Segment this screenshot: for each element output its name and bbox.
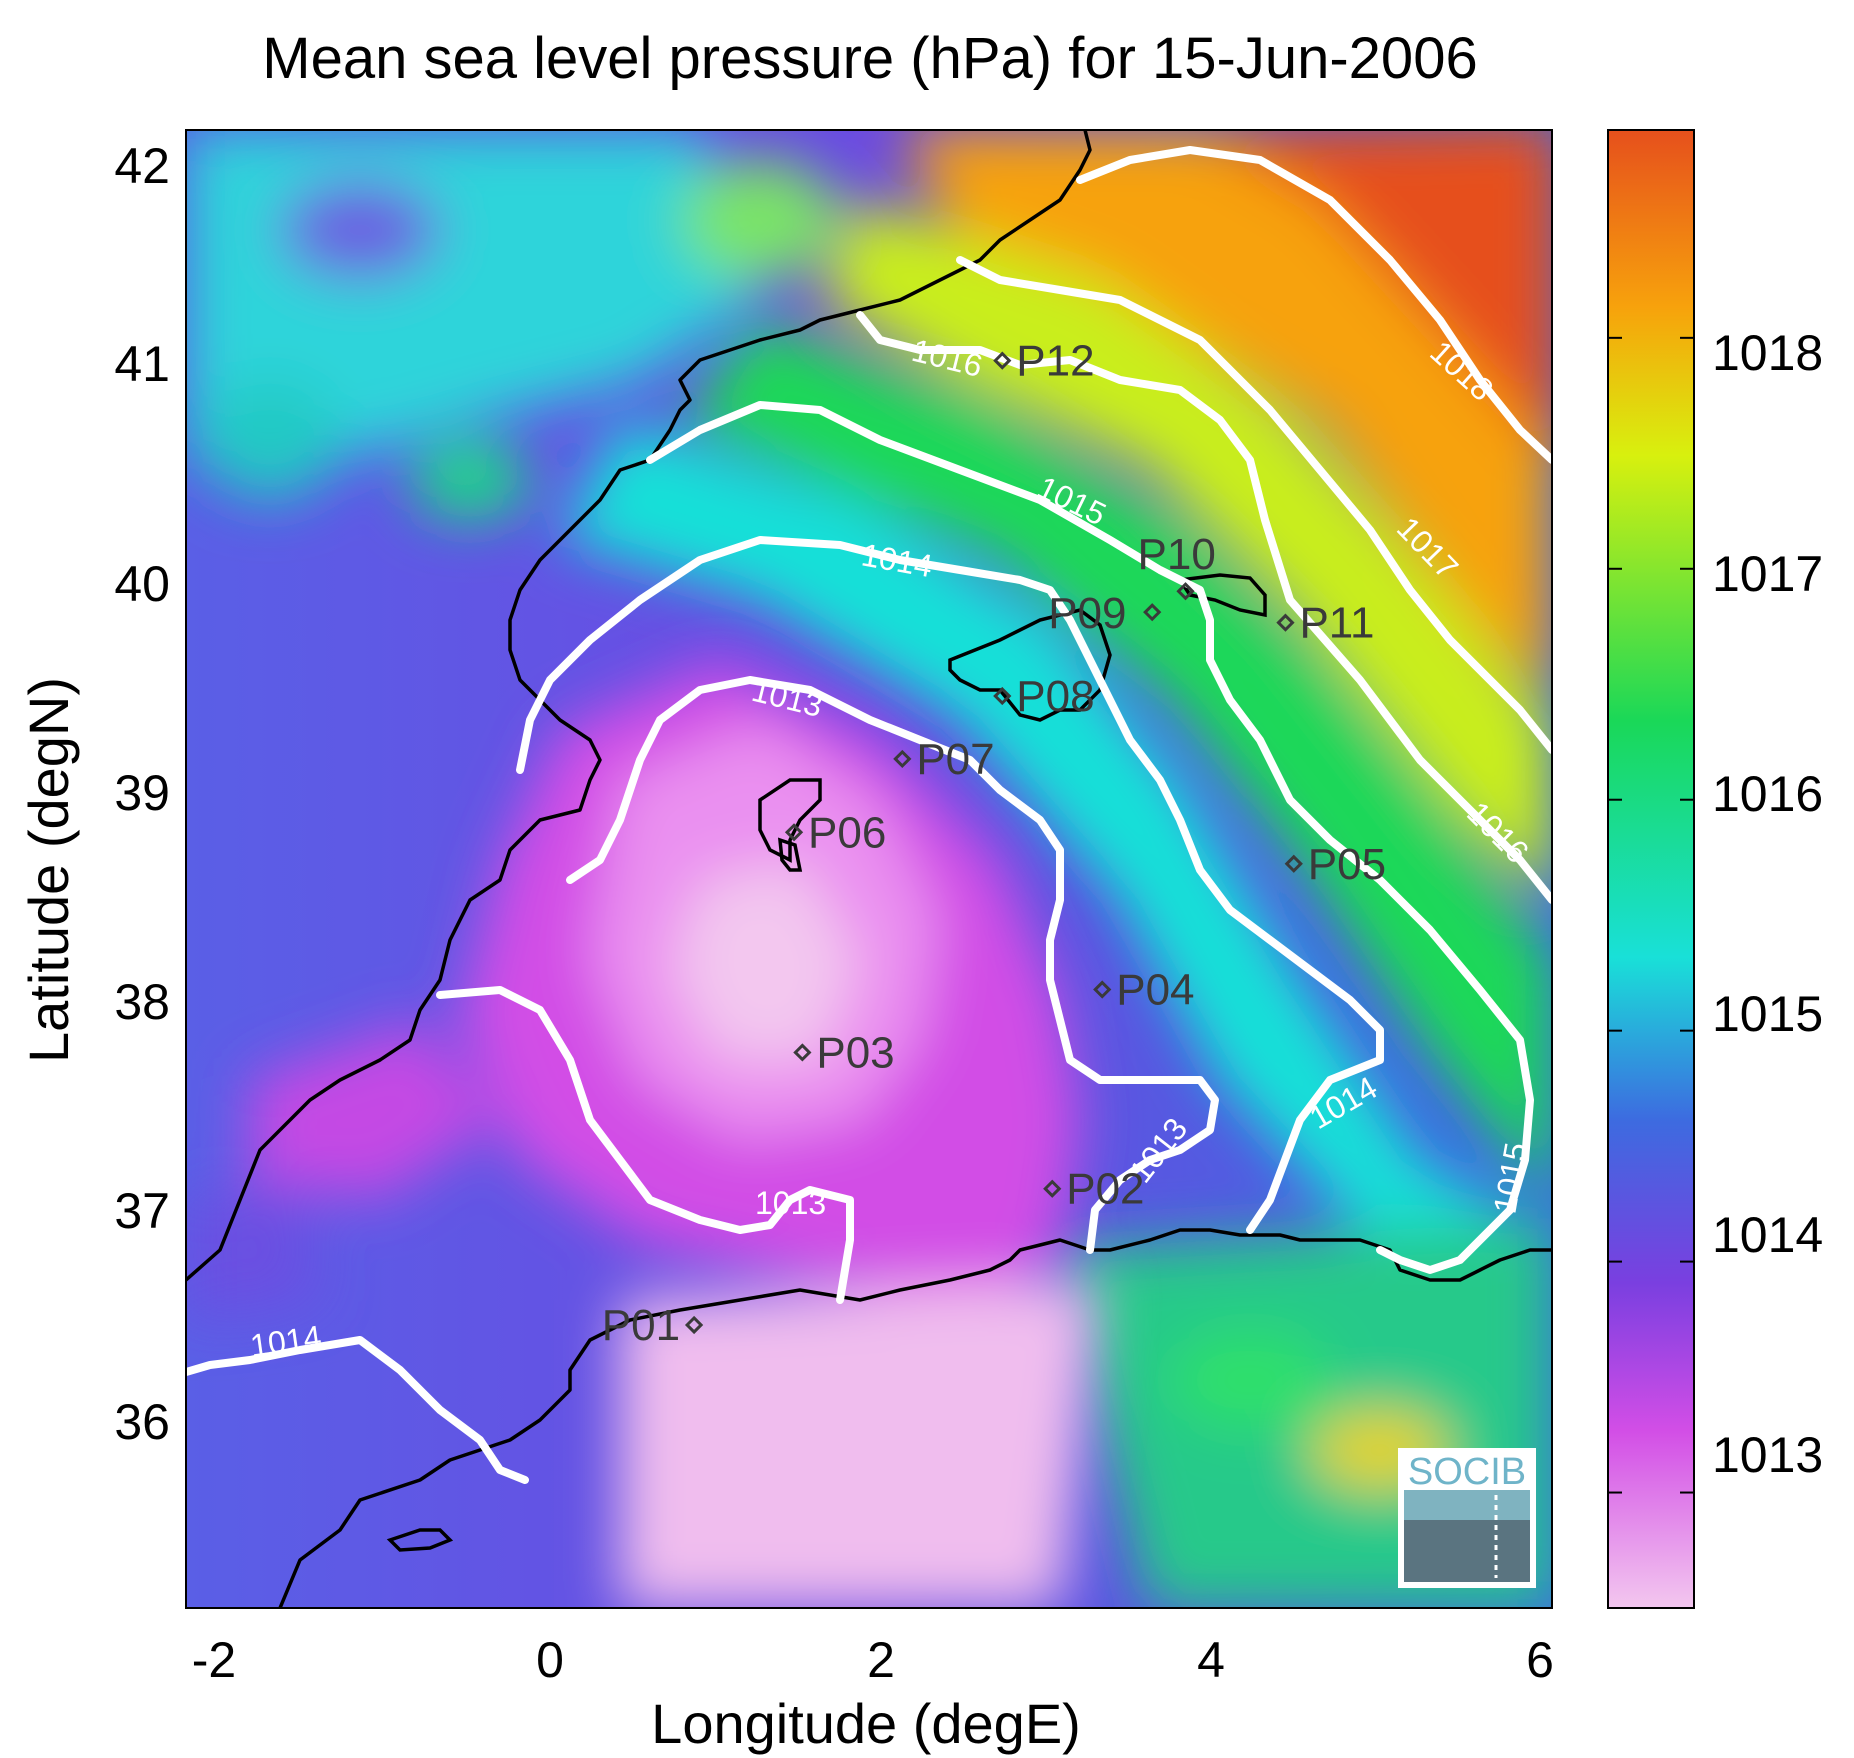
x-tick-label: -2 xyxy=(192,1632,236,1688)
station-marker xyxy=(1276,613,1295,632)
station-marker xyxy=(1284,854,1303,873)
station-label: P04 xyxy=(1116,966,1194,1015)
station-marker xyxy=(1093,980,1112,999)
station-label: P09 xyxy=(1048,589,1126,638)
station-label: P08 xyxy=(1016,672,1094,721)
station-label: P02 xyxy=(1066,1165,1144,1214)
x-tick-label: 0 xyxy=(536,1632,564,1688)
station-marker xyxy=(893,749,912,769)
y-tick-label: 39 xyxy=(114,765,170,821)
station-marker xyxy=(784,823,804,842)
station-label: P06 xyxy=(808,808,886,857)
y-tick-label: 41 xyxy=(114,336,170,392)
y-tick-label: 38 xyxy=(114,974,170,1030)
station-marker xyxy=(1176,582,1195,601)
station-label: P05 xyxy=(1308,840,1386,889)
isobar-1014-north xyxy=(516,536,1384,1234)
isobar-1013-west xyxy=(436,986,854,1304)
isobar-1014-south xyxy=(186,1336,529,1484)
socib-logo: SOCIB xyxy=(1398,1448,1536,1588)
y-tick-label: 36 xyxy=(114,1394,170,1450)
isobars xyxy=(186,146,1552,1484)
colorbar-tick-label: 1013 xyxy=(1712,1427,1823,1483)
station-label: P03 xyxy=(816,1028,894,1077)
station-label: P01 xyxy=(602,1301,680,1350)
y-axis-label: Latitude (degN) xyxy=(17,677,80,1063)
colorbar-tick-label: 1014 xyxy=(1712,1207,1823,1263)
station-marker xyxy=(684,1315,704,1335)
colorbar-tick-label: 1015 xyxy=(1712,986,1823,1042)
y-tick-label: 42 xyxy=(114,138,170,194)
x-axis-label: Longitude (degE) xyxy=(651,1692,1081,1755)
colorbar-tick-label: 1017 xyxy=(1712,546,1823,602)
x-tick-label: 6 xyxy=(1526,1632,1554,1688)
station-marker xyxy=(993,351,1012,370)
x-tick-label: 2 xyxy=(867,1632,895,1688)
station-label: P12 xyxy=(1016,337,1094,386)
isobar-1018 xyxy=(1076,146,1552,464)
colorbar-tick-label: 1018 xyxy=(1712,325,1823,381)
isobar-1016-north xyxy=(856,311,1552,904)
x-tick-label: 4 xyxy=(1197,1632,1225,1688)
map-title: Mean sea level pressure (hPa) for 15-Jun… xyxy=(262,26,1477,91)
station-marker xyxy=(993,686,1012,706)
station-label: P11 xyxy=(1299,599,1374,648)
colorbar: 1018 1017 1016 1015 1014 1013 xyxy=(1607,129,1823,1609)
y-axis-ticks: 42 41 40 39 38 37 36 xyxy=(114,138,170,1450)
y-tick-label: 40 xyxy=(114,556,170,612)
logo-text: SOCIB xyxy=(1408,1451,1526,1493)
colorbar-scale xyxy=(1607,129,1695,1609)
coastlines xyxy=(186,130,1552,1608)
colorbar-ticks xyxy=(1608,336,1694,1494)
station-marker xyxy=(1043,1179,1062,1198)
contour-label: 1013 xyxy=(755,1185,826,1221)
station-marker xyxy=(1143,603,1162,622)
x-axis-ticks: -2 0 2 4 6 xyxy=(192,1632,1554,1688)
station-label: P10 xyxy=(1138,530,1216,579)
map-frame xyxy=(185,129,1553,1609)
isobar-1015 xyxy=(646,401,1534,1274)
colorbar-tick-label: 1016 xyxy=(1712,766,1823,822)
y-tick-label: 37 xyxy=(114,1183,170,1239)
station-label: P07 xyxy=(916,735,994,784)
isobar-1017 xyxy=(956,256,1552,754)
isobar-1013-core xyxy=(566,676,1219,1254)
station-marker xyxy=(793,1043,812,1062)
